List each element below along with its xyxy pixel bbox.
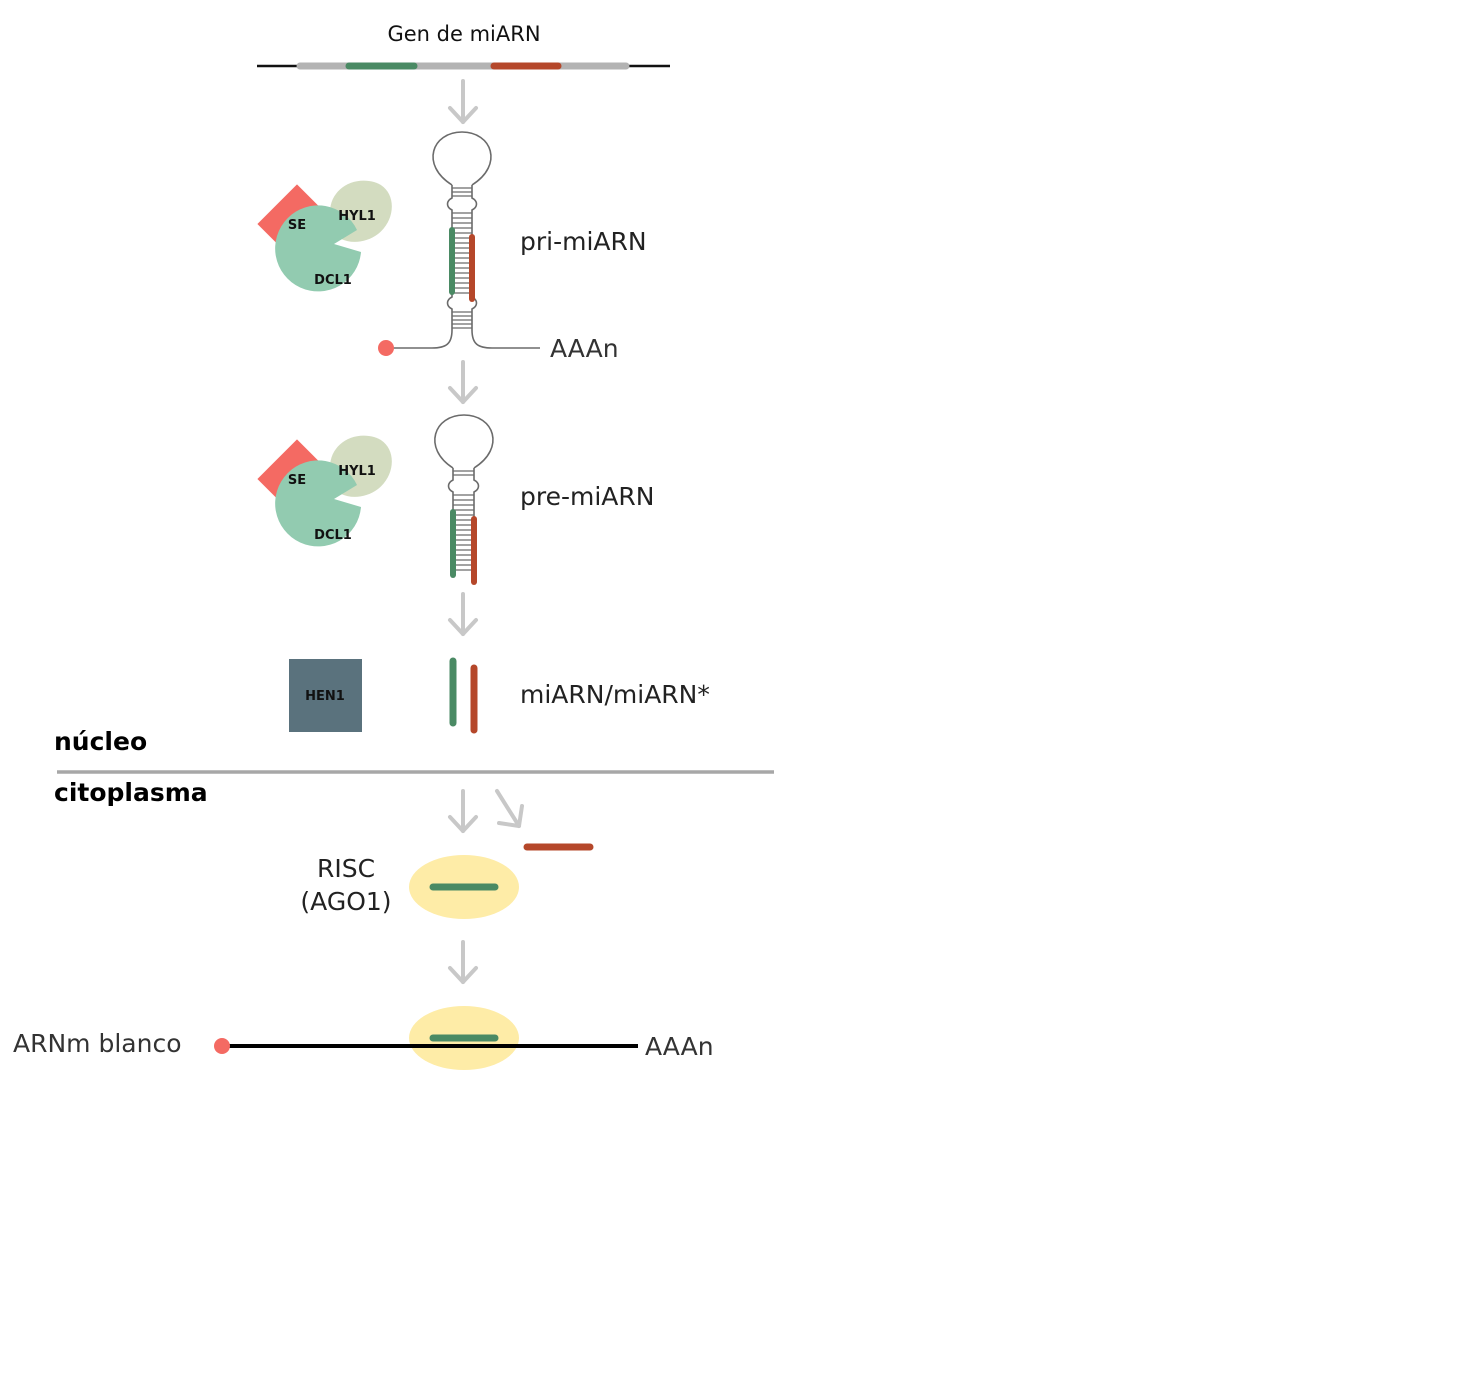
pre-mirna-base-pairs	[453, 470, 474, 571]
risc-label-line2: (AGO1)	[300, 887, 391, 916]
pri-mirna-label: pri-miARN	[520, 227, 647, 256]
pre-mirna-hairpin	[434, 414, 494, 582]
target-mrna-cap	[214, 1038, 230, 1054]
dcl1-label: DCL1	[314, 273, 352, 288]
se-label-2: SE	[288, 473, 306, 488]
arrow-risc-loading	[448, 789, 478, 833]
hyl1-label: HYL1	[338, 209, 376, 224]
hen1-label: HEN1	[305, 689, 345, 704]
dcl1-label-2: DCL1	[314, 528, 352, 543]
arrow-dicing-2	[448, 592, 478, 636]
target-mrna-label: ARNm blanco	[13, 1029, 182, 1058]
arrow-transcription	[448, 79, 478, 124]
dcl1-protein-shape-2	[275, 460, 361, 547]
nucleus-label: núcleo	[54, 727, 147, 756]
risc-label-line1: RISC	[317, 854, 375, 883]
dcl1-protein-shape	[275, 205, 361, 292]
duplex-label: miARN/miARN*	[520, 680, 710, 709]
pri-mirna-base-pairs	[452, 187, 472, 329]
gene-title: Gen de miARN	[387, 22, 540, 46]
arrow-dicing-1	[448, 360, 478, 404]
mirna-gene: Gen de miARN	[257, 22, 670, 70]
pre-mirna-label: pre-miARN	[520, 482, 654, 511]
hen1-protein-shape	[289, 659, 362, 732]
target-polya-label: AAAn	[645, 1032, 714, 1061]
arrow-target-recognition	[448, 940, 478, 984]
pri-polya-label: AAAn	[550, 334, 619, 363]
pri-mirna-hairpin	[392, 131, 540, 349]
pri-mirna-cap	[378, 340, 394, 356]
processing-complex-1: SE HYL1 DCL1	[257, 180, 392, 292]
cytoplasm-label: citoplasma	[54, 778, 208, 807]
arrow-star-degradation	[495, 789, 524, 828]
hyl1-label-2: HYL1	[338, 464, 376, 479]
processing-complex-2: SE HYL1 DCL1	[257, 435, 392, 547]
se-label: SE	[288, 218, 306, 233]
